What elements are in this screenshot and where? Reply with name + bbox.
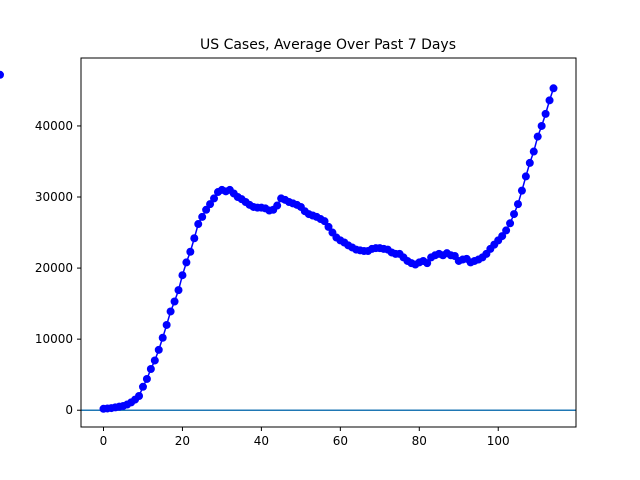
point [170, 297, 179, 306]
point [549, 84, 558, 93]
y-tick-label: 40000 [35, 119, 73, 133]
point [166, 307, 175, 316]
point [135, 392, 144, 401]
point [510, 210, 519, 219]
y-tick-label: 30000 [35, 190, 73, 204]
point [142, 374, 151, 383]
point [324, 222, 333, 231]
point [182, 258, 191, 267]
point [521, 172, 530, 181]
y-tick-label: 10000 [35, 332, 73, 346]
point [423, 259, 432, 268]
x-tick-label: 100 [487, 434, 510, 448]
point [194, 220, 203, 229]
point [206, 200, 215, 209]
point [146, 365, 155, 374]
point [138, 382, 147, 391]
x-tick-label: 0 [100, 434, 108, 448]
axes-frame [80, 57, 577, 428]
point [154, 345, 163, 354]
point [506, 219, 515, 228]
point [320, 217, 329, 226]
x-tick-label: 20 [175, 434, 190, 448]
x-tick-label: 60 [333, 434, 348, 448]
y-tick-label: 20000 [35, 261, 73, 275]
point [545, 96, 554, 105]
point [517, 186, 526, 195]
point [498, 232, 507, 241]
point [190, 234, 199, 243]
chart-title: US Cases, Average Over Past 7 Days [200, 37, 456, 53]
point [529, 147, 538, 156]
point [210, 194, 219, 203]
point [533, 132, 542, 141]
point [537, 121, 546, 130]
point [0, 70, 4, 79]
point [513, 200, 522, 209]
point [174, 286, 183, 295]
point [178, 271, 187, 280]
point [502, 226, 511, 235]
x-tick-label: 40 [254, 434, 269, 448]
point [273, 201, 282, 210]
point [162, 320, 171, 329]
point [541, 109, 550, 118]
x-tick-label: 80 [412, 434, 427, 448]
point [202, 205, 211, 214]
point [186, 247, 195, 256]
point [198, 212, 207, 221]
y-tick-label: 0 [65, 403, 73, 417]
point [150, 356, 159, 365]
point [158, 333, 167, 342]
point [525, 158, 534, 167]
